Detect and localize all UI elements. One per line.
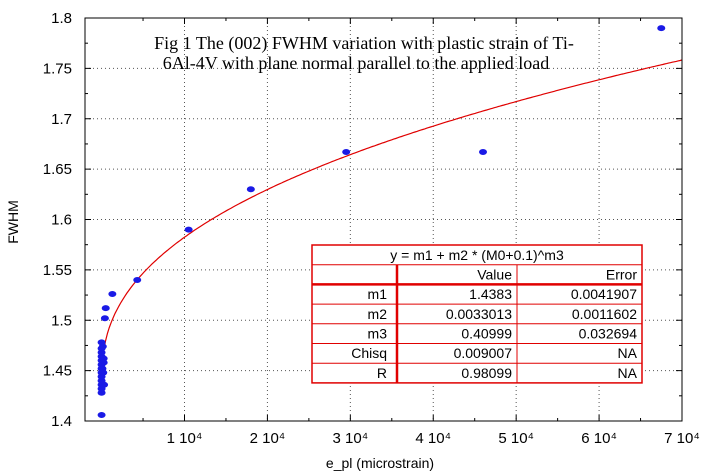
data-point (479, 148, 487, 155)
data-points (97, 25, 666, 418)
data-point (184, 226, 193, 233)
y-axis-label: FWHM (5, 200, 21, 244)
data-point (342, 148, 351, 155)
fit-table-param-error: NA (618, 345, 638, 361)
y-tick-label: 1.65 (43, 161, 72, 178)
axis-ticks (85, 17, 683, 422)
x-tick-label: 4 10⁴ (415, 430, 451, 447)
y-tick-label: 1.4 (51, 413, 72, 430)
data-point (100, 381, 109, 388)
fit-table-param-error: 0.032694 (579, 326, 638, 342)
fit-table-param-name: R (377, 365, 387, 381)
fit-table-header-value: Value (477, 266, 512, 282)
y-tick-label: 1.5 (51, 312, 72, 329)
data-point (133, 276, 142, 283)
data-point (100, 315, 109, 322)
data-point (657, 25, 666, 32)
fit-table-param-value: 0.40999 (461, 326, 512, 342)
fit-table-header-error: Error (606, 266, 637, 282)
fit-table-param-name: m3 (368, 326, 388, 342)
x-tick-label: 3 10⁴ (333, 430, 369, 447)
fit-table-frame (311, 244, 643, 384)
x-tick-label: 5 10⁴ (498, 430, 534, 447)
y-tick-label: 1.55 (43, 262, 72, 279)
fit-table-param-name: m2 (368, 306, 388, 322)
fit-table-param-error: 0.0041907 (571, 286, 637, 302)
y-tick-labels: 1.4 1.45 1.5 1.55 1.6 1.65 1.7 1.75 1.8 (43, 10, 72, 430)
y-tick-label: 1.7 (51, 111, 72, 128)
data-point (97, 411, 106, 418)
fit-table-param-value: 0.0033013 (446, 306, 512, 322)
fit-table-param-error: 0.0011602 (572, 306, 637, 322)
fit-parameters-table: y = m1 + m2 * (M0+0.1)^m3 Value Error m1 1.4… (311, 244, 643, 384)
x-tick-label: 2 10⁴ (250, 430, 286, 447)
figure-title-line-1: Fig 1 The (002) FWHM variation with plas… (154, 33, 574, 54)
fit-table-param-error: NA (618, 365, 638, 381)
fit-table-param-value: 0.009007 (454, 345, 513, 361)
data-point (98, 365, 107, 372)
data-point (101, 305, 110, 312)
x-tick-labels: 1 10⁴ 2 10⁴ 3 10⁴ 4 10⁴ 5 10⁴ 6 10⁴ 7 10⁴ (167, 430, 700, 447)
fit-curve (101, 59, 683, 382)
x-axis-label: e_pl (microstrain) (326, 455, 434, 471)
fit-curve-layer (101, 59, 683, 382)
data-point (246, 186, 255, 193)
data-point (98, 343, 107, 350)
y-tick-label: 1.45 (43, 363, 72, 380)
fit-table-param-name: Chisq (351, 345, 387, 361)
fit-equation: y = m1 + m2 * (M0+0.1)^m3 (390, 247, 564, 263)
fit-table-param-name: m1 (368, 286, 388, 302)
x-tick-label: 1 10⁴ (167, 430, 203, 447)
figure-title-line-2: 6Al-4V with plane normal parallel to the… (163, 53, 550, 73)
data-point (99, 359, 108, 366)
y-tick-label: 1.75 (43, 60, 72, 77)
x-tick-label: 7 10⁴ (664, 430, 700, 447)
y-tick-label: 1.6 (51, 212, 72, 229)
x-tick-label: 6 10⁴ (581, 430, 617, 447)
data-point (108, 291, 117, 298)
fit-table-param-value: 1.4383 (469, 286, 512, 302)
y-tick-label: 1.8 (51, 10, 72, 27)
fit-table-param-value: 0.98099 (461, 365, 512, 381)
